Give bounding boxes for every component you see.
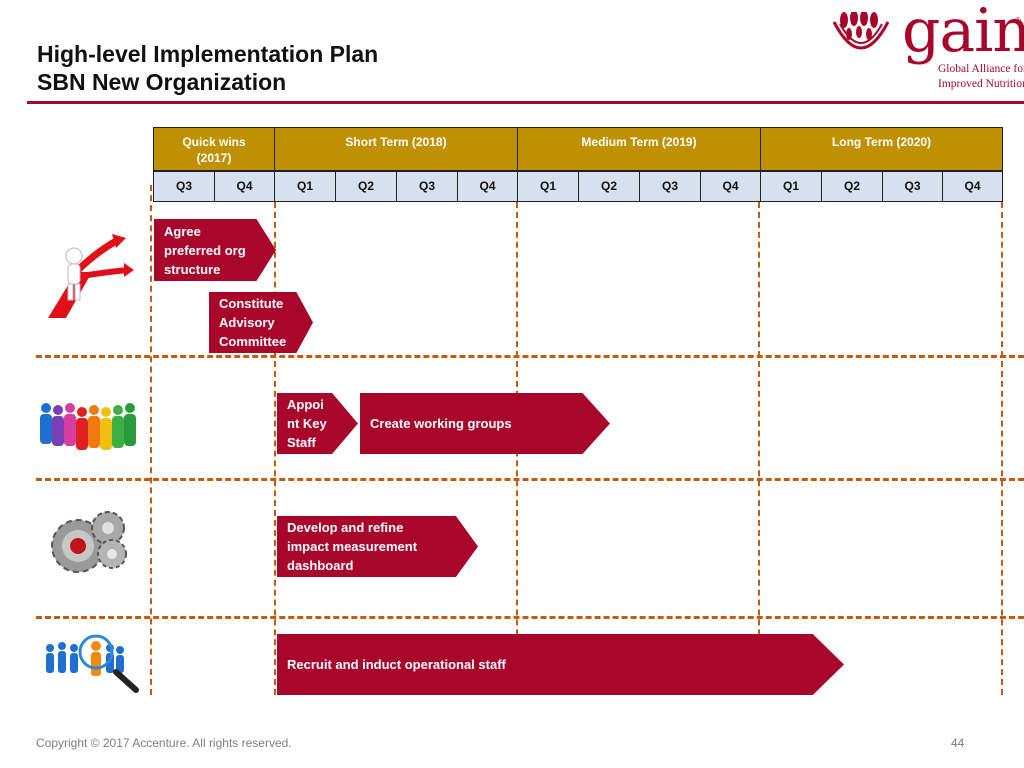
task-appoint-key-staff: Appoi nt Key Staff xyxy=(277,393,358,454)
task-text: Agree xyxy=(164,223,201,239)
page-number: 44 xyxy=(951,736,965,750)
row-separator xyxy=(36,478,1024,481)
quarter-header: Q3 xyxy=(396,171,458,202)
task-text: impact measurement xyxy=(287,539,418,554)
phase-separator xyxy=(1001,202,1003,695)
quarter-header: Q2 xyxy=(821,171,883,202)
task-text: Constitute xyxy=(219,296,284,311)
title-line-2: SBN New Organization xyxy=(37,69,287,95)
footer-copyright: Copyright © 2017 Accenture. All rights r… xyxy=(36,736,292,750)
wheat-emblem-icon xyxy=(832,12,890,50)
task-text: dashboard xyxy=(287,558,354,573)
quarter-header: Q3 xyxy=(153,171,215,202)
logo-registered-mark: ® xyxy=(1015,16,1021,25)
logo-tagline-line-1: Global Alliance for xyxy=(938,63,1024,75)
quarter-header: Q4 xyxy=(457,171,518,202)
phase-separator xyxy=(150,185,152,695)
quarter-header: Q1 xyxy=(274,171,336,202)
gears-icon xyxy=(51,511,127,573)
recruit-search-icon xyxy=(46,634,139,693)
task-text: Recruit and induct operational staff xyxy=(287,657,506,672)
task-create-working-groups: Create working groups xyxy=(360,393,610,454)
row-separator xyxy=(36,616,1024,619)
quarter-header: Q3 xyxy=(882,171,943,202)
quarter-header: Q1 xyxy=(517,171,579,202)
quarter-header: Q1 xyxy=(760,171,822,202)
quarter-header: Q2 xyxy=(335,171,397,202)
title-line-1: High-level Implementation Plan xyxy=(37,41,379,67)
quarter-header: Q2 xyxy=(578,171,640,202)
phase-separator xyxy=(758,202,760,695)
phase-sublabel: (2017) xyxy=(196,151,232,165)
task-text: Staff xyxy=(287,435,316,450)
logo-tagline-line-2: Improved Nutrition xyxy=(938,78,1024,90)
phase-label: Short Term (2018) xyxy=(345,135,447,149)
quarter-header: Q4 xyxy=(700,171,761,202)
people-group-icon xyxy=(40,403,136,450)
task-text: preferred org xyxy=(164,242,246,258)
page-title: High-level Implementation Plan SBN New O… xyxy=(37,40,378,96)
task-text: structure xyxy=(164,261,221,277)
logo-tagline: Global Alliance for Improved Nutrition xyxy=(938,62,1024,92)
phase-header-short-term: Short Term (2018) xyxy=(274,127,518,171)
row-separator xyxy=(36,355,1024,358)
quarter-header: Q4 xyxy=(214,171,275,202)
task-text: Committee xyxy=(219,334,287,349)
title-divider xyxy=(27,101,1024,104)
task-text: Advisory xyxy=(219,315,275,330)
phase-separator xyxy=(274,202,276,695)
quarter-header: Q3 xyxy=(639,171,701,202)
task-text: Develop and refine xyxy=(287,520,404,535)
task-text: Appoi xyxy=(287,397,324,412)
phase-label: Medium Term (2019) xyxy=(581,135,697,149)
quarter-header: Q4 xyxy=(942,171,1003,202)
phase-label: Quick wins xyxy=(182,135,246,149)
task-text: Create working groups xyxy=(370,416,512,431)
phase-header-medium-term: Medium Term (2019) xyxy=(517,127,761,171)
task-impact-dashboard: Develop and refine impact measurement da… xyxy=(277,516,478,577)
logo-wordmark: gain xyxy=(902,0,1024,66)
strategy-arrows-icon xyxy=(48,234,134,318)
task-agree-org-structure: Agree preferred org structure xyxy=(154,219,276,281)
gain-logo: gain ® Global Alliance for Improved Nutr… xyxy=(826,0,1024,100)
task-constitute-advisory-committee: Constitute Advisory Committee xyxy=(209,292,313,353)
phase-label: Long Term (2020) xyxy=(831,135,932,149)
phase-header-long-term: Long Term (2020) xyxy=(760,127,1003,171)
phase-header-quick-wins: Quick wins (2017) xyxy=(153,127,275,171)
task-text: nt Key xyxy=(287,416,327,431)
task-recruit-operational-staff: Recruit and induct operational staff xyxy=(277,634,844,695)
